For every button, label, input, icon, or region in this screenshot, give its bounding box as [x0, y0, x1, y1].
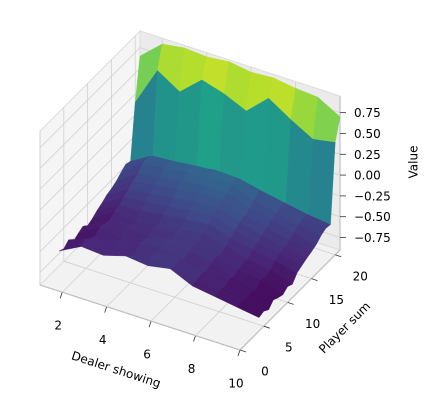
y-tick-label: 5 — [285, 341, 293, 355]
tick-mark — [287, 302, 294, 305]
y-tick-label: 15 — [329, 293, 344, 307]
y-tick-label: 0 — [261, 365, 269, 379]
z-tick-label: 0.25 — [354, 148, 381, 162]
x-tick-label: 6 — [143, 348, 151, 362]
grid-line — [39, 68, 141, 169]
z-tick-label: −0.50 — [354, 210, 391, 224]
tick-mark — [193, 335, 196, 342]
tick-mark — [237, 349, 241, 357]
tick-mark — [239, 349, 247, 353]
z-tick-label: 0.75 — [354, 106, 381, 120]
grid-line — [39, 47, 141, 148]
x-tick-label: 4 — [99, 333, 107, 347]
surface-patch — [236, 300, 265, 318]
grid-line — [239, 249, 341, 351]
grid-line — [63, 260, 264, 327]
grid-line — [39, 109, 141, 211]
tick-mark — [104, 306, 108, 313]
z-tick-label: −0.25 — [354, 189, 391, 203]
grid-line — [39, 88, 141, 190]
y-tick-label: 20 — [353, 269, 368, 283]
z-axis-label: Value — [407, 146, 421, 179]
x-tick-label: 10 — [228, 377, 243, 391]
grid-line — [39, 130, 141, 232]
tick-mark — [311, 278, 318, 281]
z-tick-label: 0.50 — [354, 127, 381, 141]
y-axis-label: Player sum — [316, 299, 373, 356]
tick-mark — [335, 254, 342, 258]
tick-mark — [59, 292, 63, 299]
y-tick-label: 10 — [305, 317, 320, 331]
surface-patch — [308, 139, 336, 225]
z-tick-label: −0.75 — [354, 231, 391, 245]
x-tick-label: 2 — [54, 319, 62, 333]
tick-mark — [263, 325, 270, 329]
x-tick-label: 8 — [188, 362, 196, 376]
tick-mark — [148, 320, 152, 328]
grid-line — [39, 284, 241, 351]
z-tick-label: 0.00 — [354, 169, 381, 183]
